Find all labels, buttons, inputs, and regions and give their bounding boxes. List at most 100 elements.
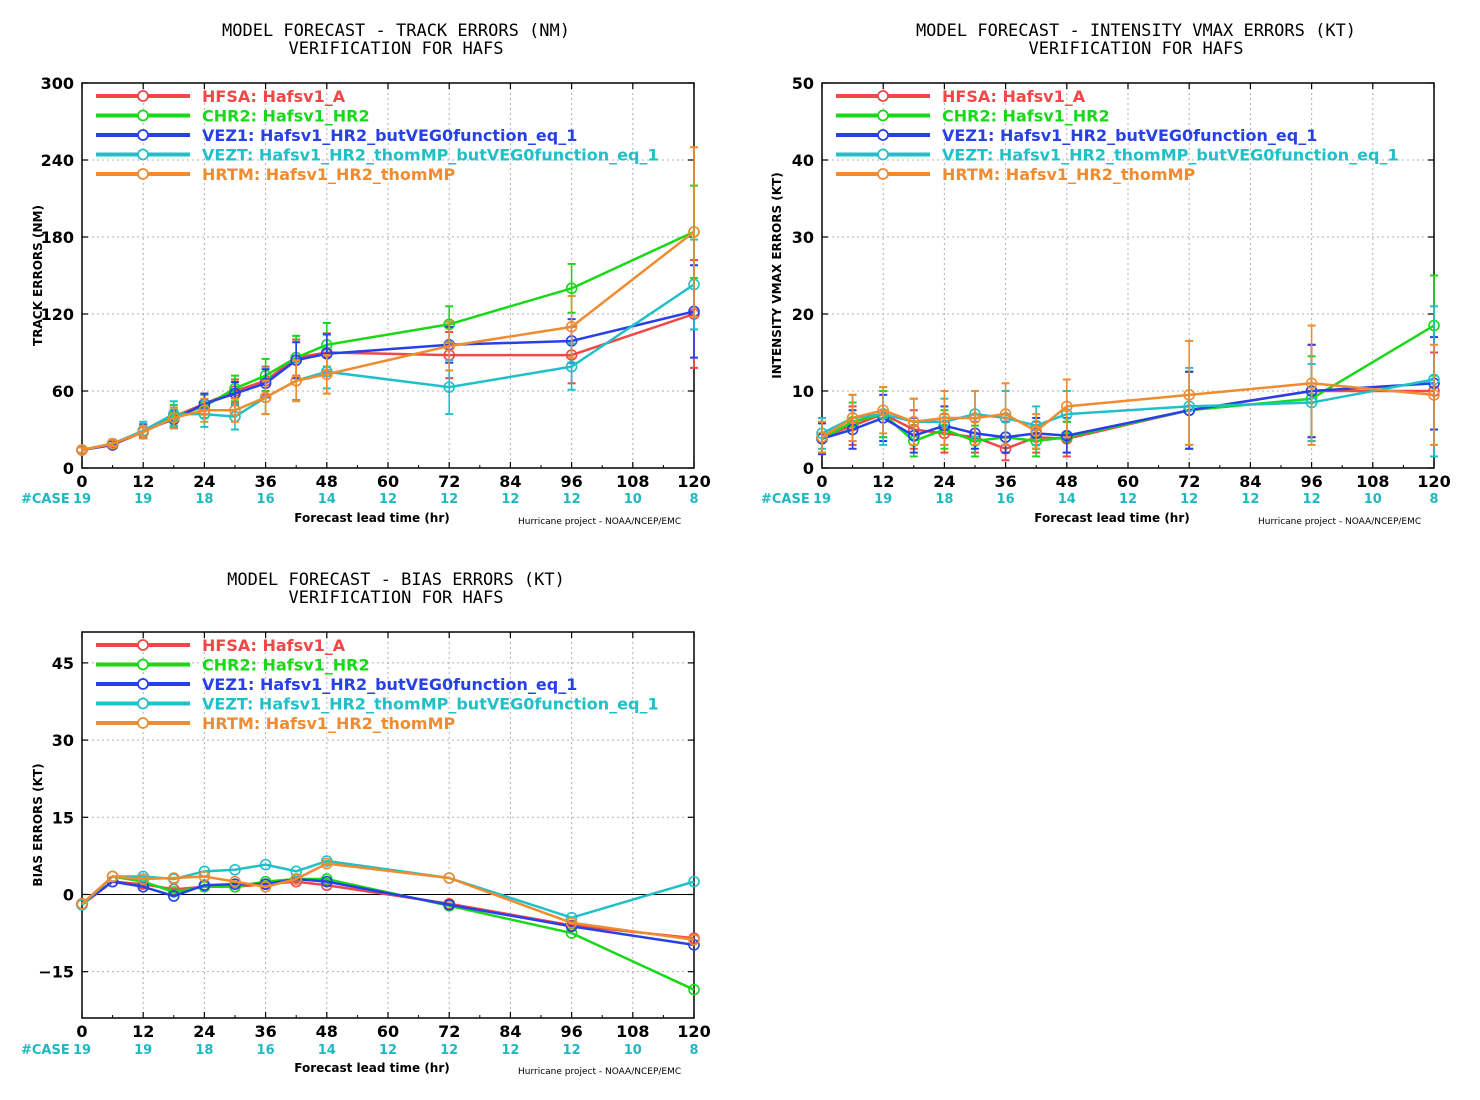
legend-label: CHR2: Hafsv1_HR2	[202, 107, 370, 126]
y-tick-label: 0	[803, 459, 814, 478]
x-tick-label: 96	[560, 472, 582, 491]
data-point	[259, 880, 272, 893]
case-count: 19	[813, 492, 831, 507]
data-point	[290, 374, 303, 387]
data-point	[290, 873, 303, 885]
legend-label: HFSA: Hafsv1_A	[202, 636, 346, 655]
data-point	[1061, 400, 1073, 413]
data-point	[320, 875, 333, 888]
x-tick-label: 72	[438, 1022, 460, 1041]
x-tick-label: 108	[616, 1022, 649, 1041]
x-axis-label: Forecast lead time (hr)	[1034, 511, 1190, 525]
y-tick-label: 180	[41, 228, 74, 247]
y-tick-label: 30	[792, 228, 814, 247]
x-tick-label: 48	[316, 1022, 338, 1041]
case-count: 19	[874, 492, 892, 507]
data-point	[688, 939, 700, 951]
series-hfsa	[816, 343, 1440, 462]
legend-label: HFSA: Hafsv1_A	[202, 87, 346, 106]
data-point	[565, 916, 578, 929]
x-tick-label: 60	[377, 472, 399, 491]
data-point	[443, 898, 456, 911]
x-tick-label: 120	[677, 472, 710, 491]
x-tick-label: 0	[76, 1022, 87, 1041]
case-count: 12	[440, 492, 458, 507]
data-point	[320, 857, 333, 870]
legend-swatch-marker	[137, 678, 149, 690]
data-point	[76, 897, 88, 910]
data-point	[999, 408, 1012, 420]
y-tick-label: 50	[792, 74, 814, 93]
data-point	[443, 381, 456, 393]
case-count: 12	[1303, 492, 1321, 507]
case-count: 16	[997, 492, 1015, 507]
x-tick-label: 96	[560, 1022, 582, 1041]
y-axis-label: INTENSITY VMAX ERRORS (KT)	[770, 172, 784, 378]
x-tick-label: 12	[132, 1022, 154, 1041]
case-count: 16	[257, 1043, 275, 1058]
data-point	[688, 875, 700, 888]
legend-label: VEZ1: Hafsv1_HR2_butVEG0function_eq_1	[942, 126, 1317, 145]
legend-label: HFSA: Hafsv1_A	[942, 87, 1086, 106]
legend-swatch-marker	[877, 148, 889, 161]
credit-text: Hurricane project - NOAA/NCEP/EMC	[518, 1067, 681, 1077]
x-tick-label: 72	[1178, 472, 1200, 491]
case-count: 12	[1241, 492, 1259, 507]
case-count: 12	[440, 1043, 458, 1058]
y-tick-label: 20	[792, 305, 814, 324]
y-tick-label: 30	[52, 731, 74, 750]
chart-subtitle: VERIFICATION FOR HAFS	[1029, 39, 1244, 59]
x-tick-label: 60	[377, 1022, 399, 1041]
data-point	[1428, 389, 1440, 401]
chart-panel-1: MODEL FORECAST - TRACK ERRORS (NM)VERIFI…	[21, 21, 711, 527]
case-count: 12	[379, 1043, 397, 1058]
case-count: 19	[73, 492, 91, 507]
data-point	[198, 879, 211, 892]
x-tick-label: 24	[933, 472, 955, 491]
legend-label: HRTM: Hafsv1_HR2_thomMP	[202, 714, 456, 733]
case-count: 12	[1180, 492, 1198, 507]
case-count: 16	[257, 492, 275, 507]
x-tick-label: 48	[316, 472, 338, 491]
case-label: #CASE	[21, 1043, 70, 1058]
x-tick-label: 120	[677, 1022, 710, 1041]
case-count: 12	[563, 492, 581, 507]
case-label: #CASE	[21, 492, 70, 507]
data-point	[198, 404, 211, 417]
data-point	[688, 933, 700, 946]
legend-label: VEZT: Hafsv1_HR2_thomMP_butVEG0function_…	[942, 146, 1399, 165]
x-axis-label: Forecast lead time (hr)	[294, 1061, 450, 1075]
legend-swatch-marker	[137, 129, 149, 141]
case-count: 10	[1364, 492, 1382, 507]
legend-label: HRTM: Hafsv1_HR2_thomMP	[942, 165, 1196, 184]
chart-title: MODEL FORECAST - INTENSITY VMAX ERRORS (…	[916, 21, 1356, 41]
case-count: 14	[1058, 492, 1076, 507]
legend-swatch-marker	[137, 717, 149, 729]
x-tick-label: 84	[1239, 472, 1261, 491]
data-point	[846, 412, 859, 424]
legend-swatch-marker	[137, 639, 149, 651]
y-tick-label: 240	[41, 151, 74, 170]
series-hrtm	[76, 146, 700, 456]
data-point	[137, 873, 149, 885]
data-point	[816, 431, 828, 444]
credit-text: Hurricane project - NOAA/NCEP/EMC	[1258, 517, 1421, 527]
data-point	[229, 863, 241, 876]
legend-label: HRTM: Hafsv1_HR2_thomMP	[202, 165, 456, 184]
data-point	[443, 340, 456, 352]
x-tick-label: 12	[872, 472, 894, 491]
case-count: 8	[689, 1043, 698, 1058]
legend-swatch-marker	[137, 109, 149, 122]
chart-title: MODEL FORECAST - TRACK ERRORS (NM)	[222, 21, 570, 41]
case-count: 10	[624, 1043, 642, 1058]
x-tick-label: 72	[438, 472, 460, 491]
y-tick-label: 60	[52, 382, 74, 401]
case-count: 10	[624, 492, 642, 507]
x-tick-label: 120	[1417, 472, 1450, 491]
data-point	[565, 920, 578, 933]
data-point	[1305, 377, 1318, 390]
y-tick-label: −15	[38, 963, 74, 982]
y-tick-label: 300	[41, 74, 74, 93]
